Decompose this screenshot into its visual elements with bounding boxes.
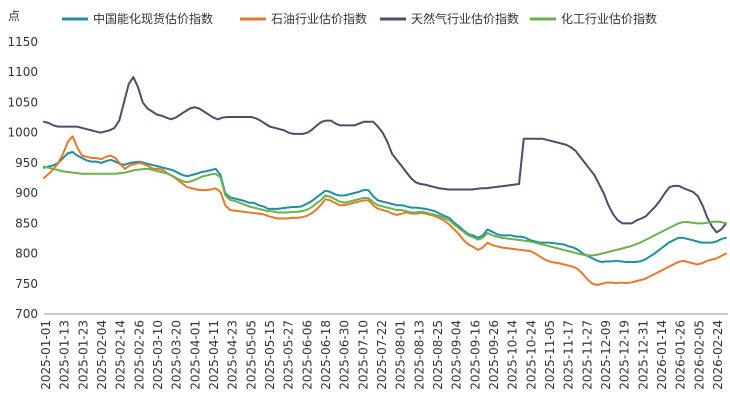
x-tick-label: 2026-02-05 xyxy=(692,320,706,390)
x-tick-label: 2025-12-09 xyxy=(599,320,613,390)
y-tick-label: 1150 xyxy=(7,35,38,49)
y-tick-label: 1050 xyxy=(7,95,38,109)
y-tick-label: 1100 xyxy=(7,65,38,79)
x-tick-label: 2025-01-23 xyxy=(76,320,90,390)
x-tick-label: 2025-05-05 xyxy=(244,320,258,390)
x-tick-label: 2026-01-14 xyxy=(655,320,669,390)
y-tick-label: 900 xyxy=(15,186,38,200)
x-tick-label: 2025-12-31 xyxy=(636,320,650,390)
x-tick-label: 2026-02-24 xyxy=(711,320,725,390)
y-tick-label: 800 xyxy=(15,247,38,261)
x-tick-label: 2025-06-06 xyxy=(300,320,314,390)
x-tick-label: 2025-01-13 xyxy=(58,320,72,390)
legend-label: 中国能化现货估价指数 xyxy=(93,11,213,26)
y-tick-label: 700 xyxy=(15,307,38,321)
y-unit-label: 点 xyxy=(8,9,20,23)
x-tick-label: 2025-04-11 xyxy=(207,320,221,390)
x-tick-label: 2025-08-01 xyxy=(394,320,408,390)
x-axis: 2025-01-01 2025-01-13 2025-01-23 2025-02-04… xyxy=(39,313,728,390)
x-tick-label: 2025-12-19 xyxy=(618,320,632,390)
y-tick-label: 850 xyxy=(15,216,38,230)
y-tick-label: 750 xyxy=(15,277,38,291)
series-line-1 xyxy=(43,151,727,264)
x-tick-label: 2025-10-24 xyxy=(524,320,538,390)
x-tick-label: 2025-04-23 xyxy=(226,320,240,390)
legend-label: 石油行业估价指数 xyxy=(271,11,367,26)
y-tick-label: 950 xyxy=(15,156,38,170)
x-tick-label: 2025-10-14 xyxy=(506,320,520,390)
y-tick-label: 1000 xyxy=(7,126,38,140)
x-tick-label: 2025-02-14 xyxy=(114,320,128,390)
x-tick-label: 2025-04-01 xyxy=(188,320,202,390)
legend-label: 化工行业估价指数 xyxy=(561,11,657,26)
x-tick-label: 2025-02-04 xyxy=(95,320,109,390)
series-line-3 xyxy=(43,76,727,234)
x-tick-label: 2025-11-05 xyxy=(543,320,557,390)
x-tick-label: 2025-09-26 xyxy=(487,320,501,390)
x-tick-label: 2025-05-15 xyxy=(263,320,277,390)
legend: 中国能化现货估价指数 石油行业估价指数 天然气行业估价指数 化工行业估价指数 xyxy=(62,11,657,26)
plot-area xyxy=(43,76,727,286)
x-tick-label: 2025-07-22 xyxy=(375,320,389,390)
x-tick-label: 2025-07-10 xyxy=(356,320,370,390)
y-axis: 700 750 800 850 900 950 1000 1050 1100 1150 xyxy=(7,35,38,321)
series-line-2 xyxy=(43,135,727,286)
x-tick-label: 2025-09-04 xyxy=(450,320,464,390)
x-tick-label: 2025-08-13 xyxy=(412,320,426,390)
x-tick-label: 2025-08-25 xyxy=(431,320,445,390)
legend-label: 天然气行业估价指数 xyxy=(411,11,519,26)
x-tick-label: 2025-06-30 xyxy=(338,320,352,390)
x-tick-label: 2025-09-16 xyxy=(468,320,482,390)
x-tick-label: 2025-05-27 xyxy=(282,320,296,390)
x-tick-label: 2025-06-18 xyxy=(319,320,333,390)
x-tick-label: 2026-01-26 xyxy=(674,320,688,390)
series-line-4 xyxy=(43,165,727,257)
x-tick-label: 2025-11-27 xyxy=(580,320,594,390)
x-tick-label: 2025-02-26 xyxy=(132,320,146,390)
x-tick-label: 2025-03-20 xyxy=(170,320,184,390)
x-tick-label: 2025-11-17 xyxy=(562,320,576,390)
x-tick-label: 2025-03-10 xyxy=(151,320,165,390)
x-tick-label: 2025-01-01 xyxy=(39,320,53,390)
